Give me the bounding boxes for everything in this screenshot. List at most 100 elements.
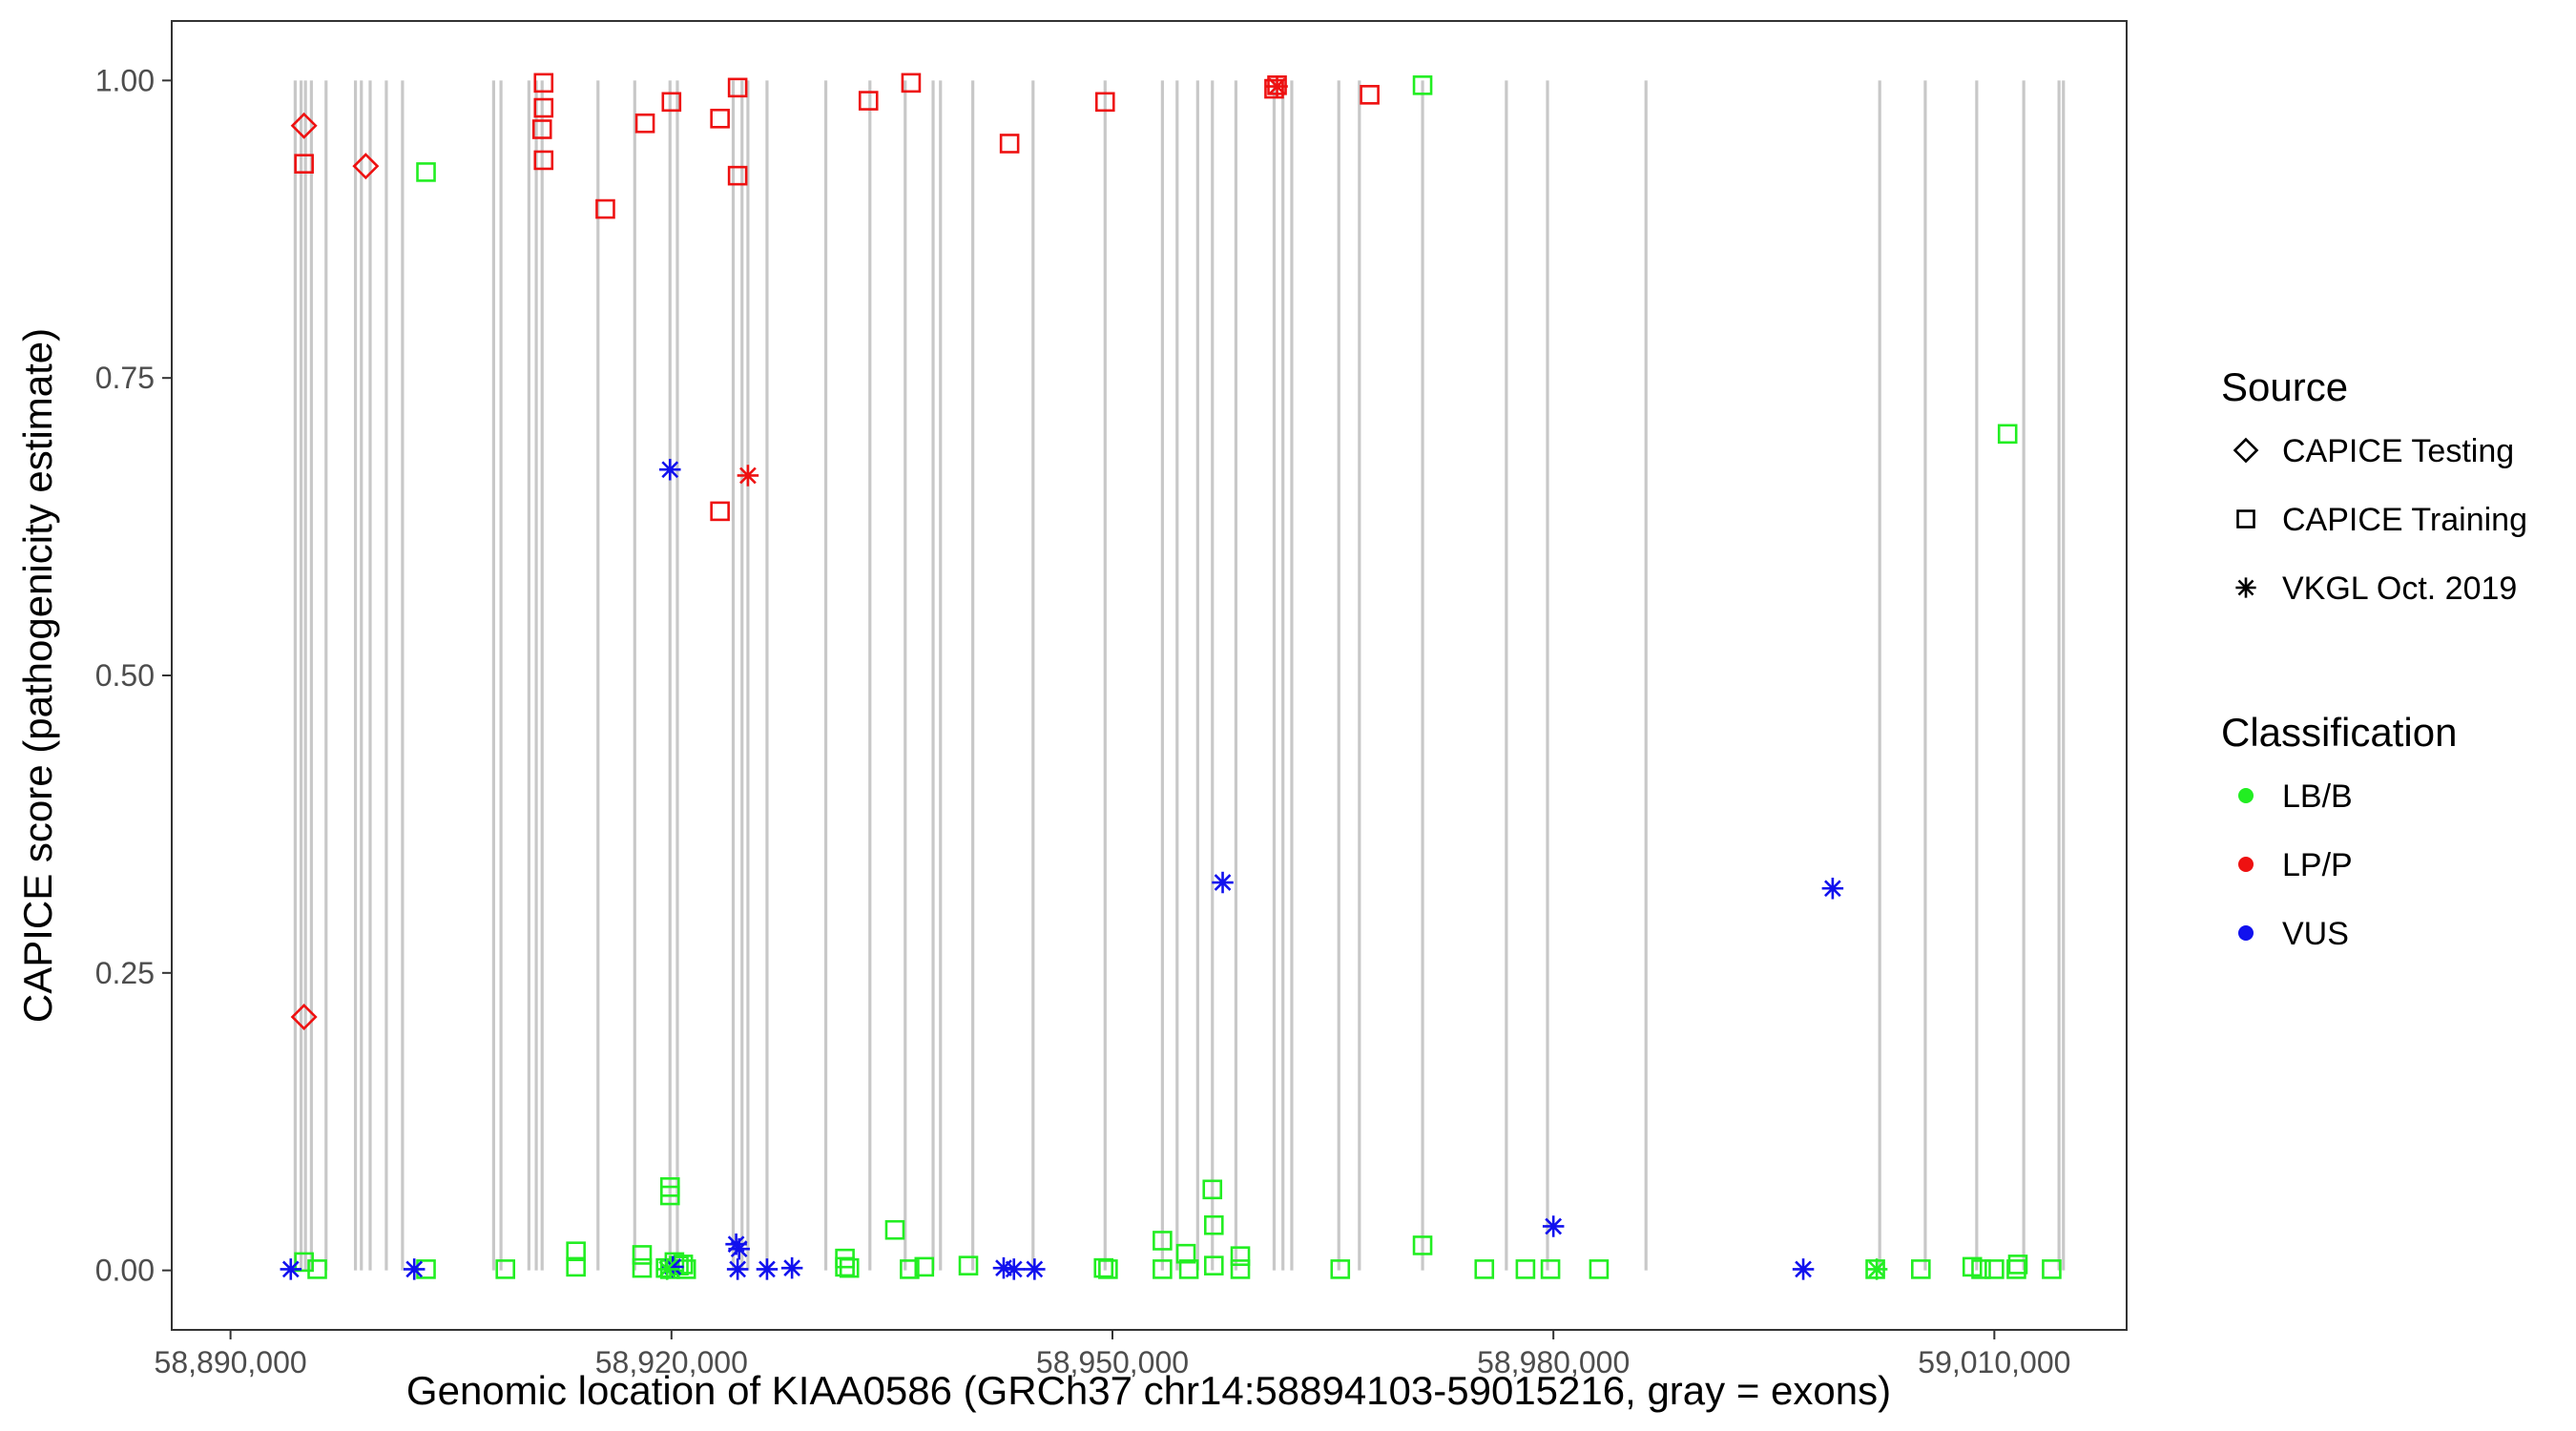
- legend-key-diamond: [2233, 437, 2259, 464]
- x-tick-label: 58,920,000: [595, 1345, 748, 1379]
- data-point: [659, 458, 681, 481]
- axis-layer: 58,890,000 58,920,000 58,950,000 58,980,000…: [95, 63, 2071, 1379]
- x-axis-title: Genomic location of KIAA0586 (GRCh37 chr…: [406, 1368, 1891, 1413]
- legend-classification-label: LB/B: [2282, 778, 2353, 815]
- data-point: [1098, 1259, 1118, 1279]
- data-point: [726, 1258, 749, 1280]
- data-point: [1821, 878, 1844, 900]
- data-point: [900, 1259, 920, 1279]
- data-point: [533, 73, 554, 93]
- data-point: [1360, 85, 1380, 105]
- data-point: [634, 113, 655, 134]
- data-point: [1266, 75, 1288, 97]
- data-point: [727, 165, 748, 186]
- legend-key-color: [2238, 788, 2254, 803]
- data-point: [290, 1003, 318, 1030]
- legend-key-color: [2238, 925, 2254, 941]
- data-point: [1203, 1255, 1224, 1275]
- data-point: [901, 73, 922, 93]
- data-point: [839, 1257, 860, 1278]
- data-point: [1589, 1259, 1610, 1279]
- data-point: [632, 1245, 653, 1265]
- data-point: [1202, 1179, 1223, 1200]
- data-point: [533, 97, 554, 118]
- data-point: [858, 91, 879, 111]
- data-point: [1515, 1259, 1536, 1279]
- legend-classification-label: LP/P: [2282, 847, 2353, 883]
- data-point: [661, 92, 682, 113]
- data-point: [1792, 1258, 1815, 1280]
- data-point: [595, 198, 615, 219]
- plot-panel: [172, 21, 2127, 1330]
- data-point: [1997, 424, 2018, 445]
- legend-classification-title: Classification: [2221, 710, 2457, 755]
- data-point: [294, 154, 314, 174]
- data-point: [1175, 1243, 1196, 1264]
- legend-source-title: Source: [2221, 364, 2348, 409]
- data-point: [1911, 1259, 1931, 1279]
- legend-classification-label: VUS: [2282, 916, 2349, 952]
- y-axis-title: CAPICE score (pathogenicity estimate): [15, 328, 60, 1023]
- data-point: [1094, 92, 1115, 113]
- data-point: [531, 119, 552, 139]
- data-point: [1024, 1258, 1046, 1280]
- legend-source-label: CAPICE Training: [2282, 502, 2527, 538]
- data-point: [884, 1219, 905, 1240]
- exon-layer: [293, 80, 2066, 1271]
- data-point: [533, 150, 554, 171]
- data-point: [294, 1252, 314, 1273]
- y-tick-label: 1.00: [95, 63, 155, 97]
- data-point: [2007, 1255, 2028, 1275]
- x-tick-label: 58,980,000: [1477, 1345, 1630, 1379]
- data-point: [495, 1259, 516, 1279]
- data-point: [1412, 75, 1433, 95]
- data-point: [710, 108, 730, 129]
- data-point: [659, 1185, 680, 1206]
- data-point: [1474, 1259, 1495, 1279]
- data-point: [403, 1258, 426, 1280]
- data-point: [737, 465, 759, 487]
- x-tick-label: 58,950,000: [1036, 1345, 1189, 1379]
- data-point: [1984, 1259, 2005, 1279]
- data-point: [2042, 1259, 2062, 1279]
- legend-key-square: [2236, 509, 2255, 529]
- data-point: [1230, 1259, 1251, 1279]
- legend-key-asterisk: [2235, 577, 2256, 598]
- data-point: [2006, 1259, 2026, 1279]
- y-tick-label: 0.50: [95, 658, 155, 693]
- data-point: [1212, 871, 1234, 894]
- data-point: [1264, 78, 1284, 99]
- y-tick-label: 0.00: [95, 1254, 155, 1288]
- data-point: [1230, 1246, 1251, 1266]
- legend-key-color: [2238, 857, 2254, 872]
- data-point: [1153, 1259, 1173, 1279]
- data-point: [1178, 1259, 1199, 1279]
- data-point: [566, 1256, 586, 1277]
- data-point: [632, 1257, 653, 1278]
- data-point: [1003, 1258, 1026, 1280]
- legend-source-label: CAPICE Testing: [2282, 433, 2514, 469]
- data-point: [1971, 1259, 1991, 1279]
- y-tick-label: 0.25: [95, 956, 155, 990]
- data-point: [307, 1259, 327, 1279]
- data-point: [352, 153, 380, 180]
- legend-source-label: VKGL Oct. 2019: [2282, 570, 2517, 607]
- x-tick-label: 58,890,000: [155, 1345, 307, 1379]
- data-point: [280, 1258, 302, 1280]
- data-point: [1865, 1258, 1888, 1280]
- y-tick-label: 0.75: [95, 361, 155, 395]
- data-point: [1330, 1259, 1351, 1279]
- data-point: [416, 162, 436, 182]
- data-point: [780, 1256, 803, 1279]
- points-layer: [280, 73, 2062, 1280]
- data-point: [1153, 1231, 1173, 1251]
- data-point: [655, 1258, 678, 1280]
- data-point: [1540, 1259, 1561, 1279]
- data-point: [914, 1256, 935, 1277]
- data-point: [958, 1255, 979, 1275]
- data-point: [710, 501, 730, 522]
- data-point: [727, 77, 748, 98]
- x-tick-label: 59,010,000: [1918, 1345, 2070, 1379]
- legend: Source Classification CAPICE Testing CAPI…: [2221, 364, 2527, 952]
